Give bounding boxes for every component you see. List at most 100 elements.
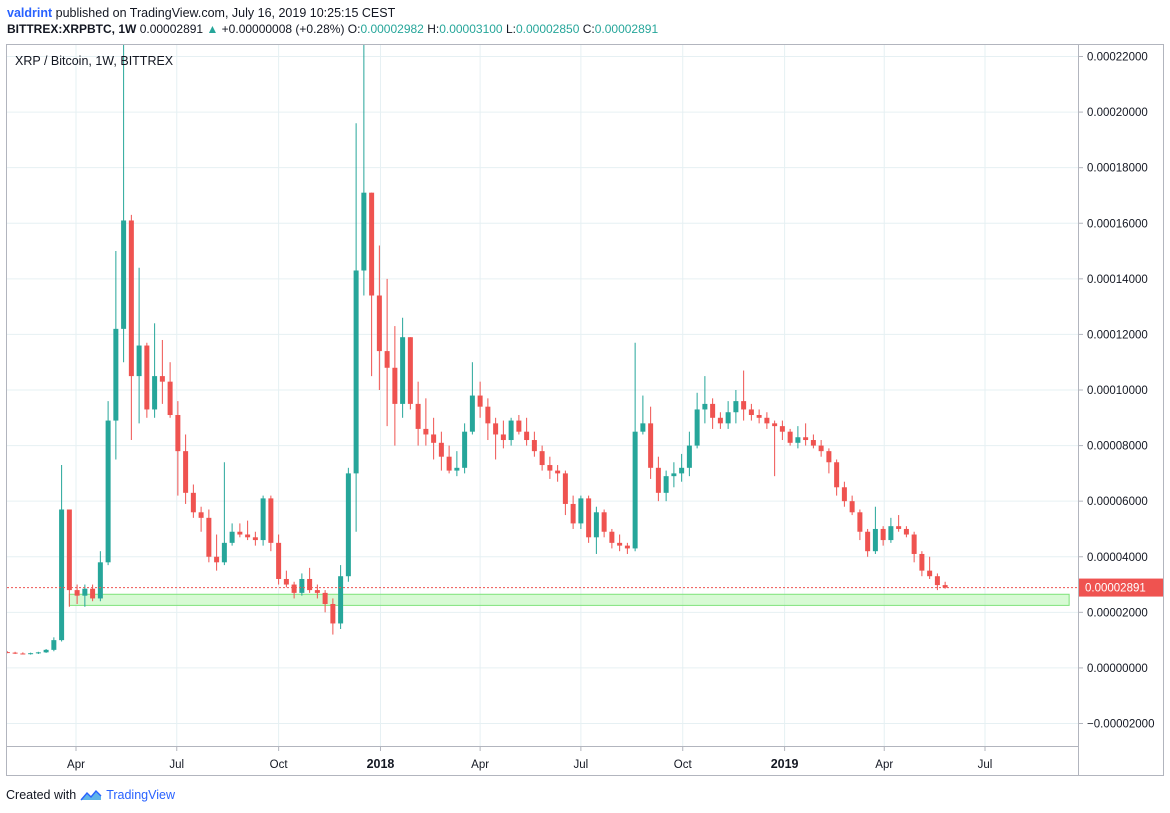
candle	[128, 214, 134, 441]
open-label: O:	[347, 22, 361, 36]
candle	[12, 651, 18, 655]
price-tick-label: 0.00016000	[1087, 218, 1148, 230]
candle	[679, 453, 685, 482]
candle-body	[392, 367, 398, 404]
candle	[787, 428, 793, 446]
candle	[7, 651, 10, 654]
candle-body	[896, 526, 902, 529]
time-tick-label: Jul	[978, 759, 993, 771]
candle	[268, 495, 274, 552]
candle	[314, 584, 320, 599]
candle-body	[547, 465, 553, 471]
candle-body	[276, 542, 282, 579]
candle	[361, 45, 367, 296]
candle	[779, 420, 785, 441]
candle	[322, 590, 328, 613]
candle-body	[927, 570, 933, 577]
candle	[655, 456, 661, 502]
candle-body	[601, 512, 607, 532]
candle-body	[787, 431, 793, 443]
candle	[299, 573, 305, 596]
candle	[97, 551, 103, 602]
candle	[570, 495, 576, 529]
candle	[772, 420, 778, 477]
candle-body	[462, 431, 468, 468]
candle-body	[555, 470, 561, 474]
candle-body	[237, 531, 243, 535]
candle	[407, 337, 413, 410]
candle-body	[407, 337, 413, 404]
author-link[interactable]: valdrint	[7, 6, 53, 20]
high-value: 0.00003100	[439, 22, 503, 36]
candle	[462, 423, 468, 474]
price-tick-label: 0.00002000	[1087, 607, 1148, 619]
candle	[810, 434, 816, 449]
candle	[803, 423, 809, 446]
change-value: +0.00000008 (+0.28%)	[221, 22, 345, 36]
candle	[748, 403, 754, 421]
candle-body	[888, 526, 894, 541]
candle-body	[834, 462, 840, 488]
candles[interactable]	[0, 0, 948, 655]
candle	[82, 584, 88, 607]
candle-body	[826, 451, 832, 463]
candle-body	[632, 431, 638, 549]
price-axis[interactable]: 0.00022000 0.00020000 0.00018000 0.00016000…	[1078, 52, 1154, 731]
candle-body	[880, 528, 886, 541]
price-tick-label: −0.00002000	[1087, 719, 1154, 731]
candle-body	[28, 653, 34, 655]
candle-body	[810, 440, 816, 446]
candle-body	[772, 423, 778, 427]
candle-body	[500, 434, 506, 441]
candle	[865, 528, 871, 557]
candle	[617, 534, 623, 552]
candle	[35, 651, 41, 655]
candle	[702, 376, 708, 424]
price-tick-label: 0.00006000	[1087, 496, 1148, 508]
candle	[206, 509, 212, 563]
time-tick-label: Apr	[875, 759, 893, 771]
candle-body	[586, 498, 592, 538]
candle	[516, 415, 522, 435]
candle	[477, 381, 483, 418]
candle-body	[686, 445, 692, 468]
candle	[159, 339, 165, 404]
candle-body	[640, 423, 646, 432]
candle	[59, 465, 65, 642]
candle-body	[206, 517, 212, 557]
candle-body	[764, 417, 770, 424]
candle	[934, 573, 940, 591]
price-tick-label: 0.00010000	[1087, 385, 1148, 397]
candle-body	[400, 337, 406, 404]
candle	[841, 481, 847, 507]
candle-body	[663, 476, 669, 493]
time-tick-label: Oct	[674, 759, 693, 771]
candle-body	[415, 403, 421, 429]
candle-body	[113, 328, 119, 421]
candle	[632, 342, 638, 552]
candle-body	[12, 652, 18, 654]
candle	[942, 581, 948, 589]
candle	[872, 506, 878, 554]
candle-body	[431, 434, 437, 443]
candle-body	[446, 456, 452, 471]
support-zone[interactable]	[68, 593, 1070, 606]
time-axis[interactable]: Apr Jul Oct 2018 Apr Jul Oct 2019 Apr Jul	[67, 746, 992, 771]
created-with-text: Created with	[6, 788, 77, 802]
candle	[919, 551, 925, 577]
candle	[849, 495, 855, 516]
candle	[686, 431, 692, 477]
tradingview-link[interactable]: TradingView	[106, 788, 175, 802]
candle	[624, 542, 630, 554]
candle-body	[841, 487, 847, 502]
candle	[880, 526, 886, 546]
candle	[152, 323, 158, 418]
price-tick-label: 0.00018000	[1087, 163, 1148, 175]
candle	[136, 267, 142, 424]
candle-body	[570, 503, 576, 524]
candle-body	[477, 395, 483, 407]
candle	[531, 431, 537, 457]
support-zone-rect	[68, 593, 1070, 606]
chart-frame	[6, 44, 1164, 776]
